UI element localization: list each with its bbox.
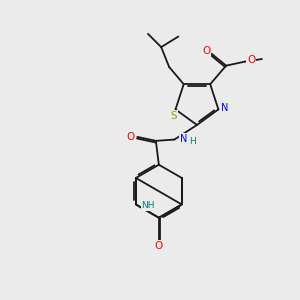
Text: N: N (180, 134, 187, 144)
Text: N: N (220, 103, 228, 113)
Text: O: O (127, 132, 135, 142)
Text: NH: NH (142, 201, 155, 210)
Text: O: O (155, 241, 163, 250)
Text: O: O (247, 55, 255, 65)
Text: S: S (171, 111, 177, 121)
Text: H: H (189, 136, 196, 146)
Text: O: O (202, 46, 210, 56)
